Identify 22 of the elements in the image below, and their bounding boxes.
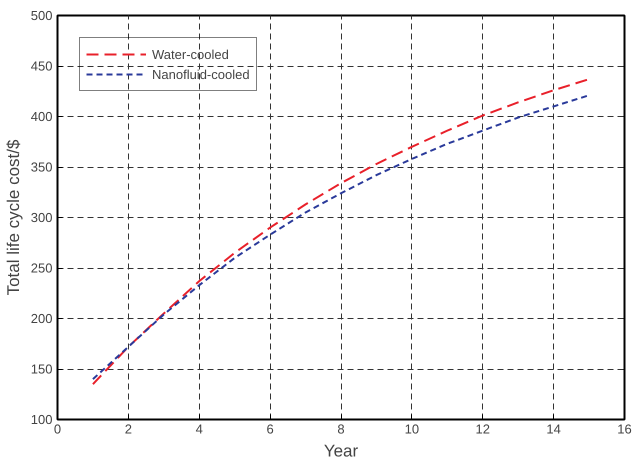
- x-tick-label: 6: [266, 422, 274, 436]
- y-axis-title: Total life cycle cost/$: [4, 139, 23, 296]
- y-tick-label: 300: [30, 210, 53, 225]
- y-tick-label: 150: [30, 362, 53, 376]
- x-axis-title: Year: [324, 442, 359, 460]
- y-tick-label: 200: [30, 311, 53, 326]
- x-tick-label: 0: [54, 422, 62, 436]
- x-tick-label: 2: [124, 422, 132, 436]
- y-tick-label: 400: [30, 109, 53, 124]
- x-tick-label: 14: [546, 422, 561, 436]
- y-tick-label: 350: [30, 160, 53, 174]
- x-tick-label: 10: [404, 422, 420, 436]
- legend-label: Nanofluid-cooled: [152, 66, 250, 82]
- x-tick-label: 12: [476, 422, 490, 436]
- legend-label: Water-cooled: [152, 46, 229, 62]
- x-tick-label: 8: [337, 422, 345, 436]
- y-tick-label: 250: [30, 260, 53, 276]
- x-tick-label: 16: [617, 422, 632, 436]
- y-tick-label: 100: [30, 412, 53, 427]
- y-tick-label: 450: [30, 58, 53, 74]
- x-tick-label: 4: [196, 422, 203, 436]
- y-tick-label: 500: [30, 8, 53, 23]
